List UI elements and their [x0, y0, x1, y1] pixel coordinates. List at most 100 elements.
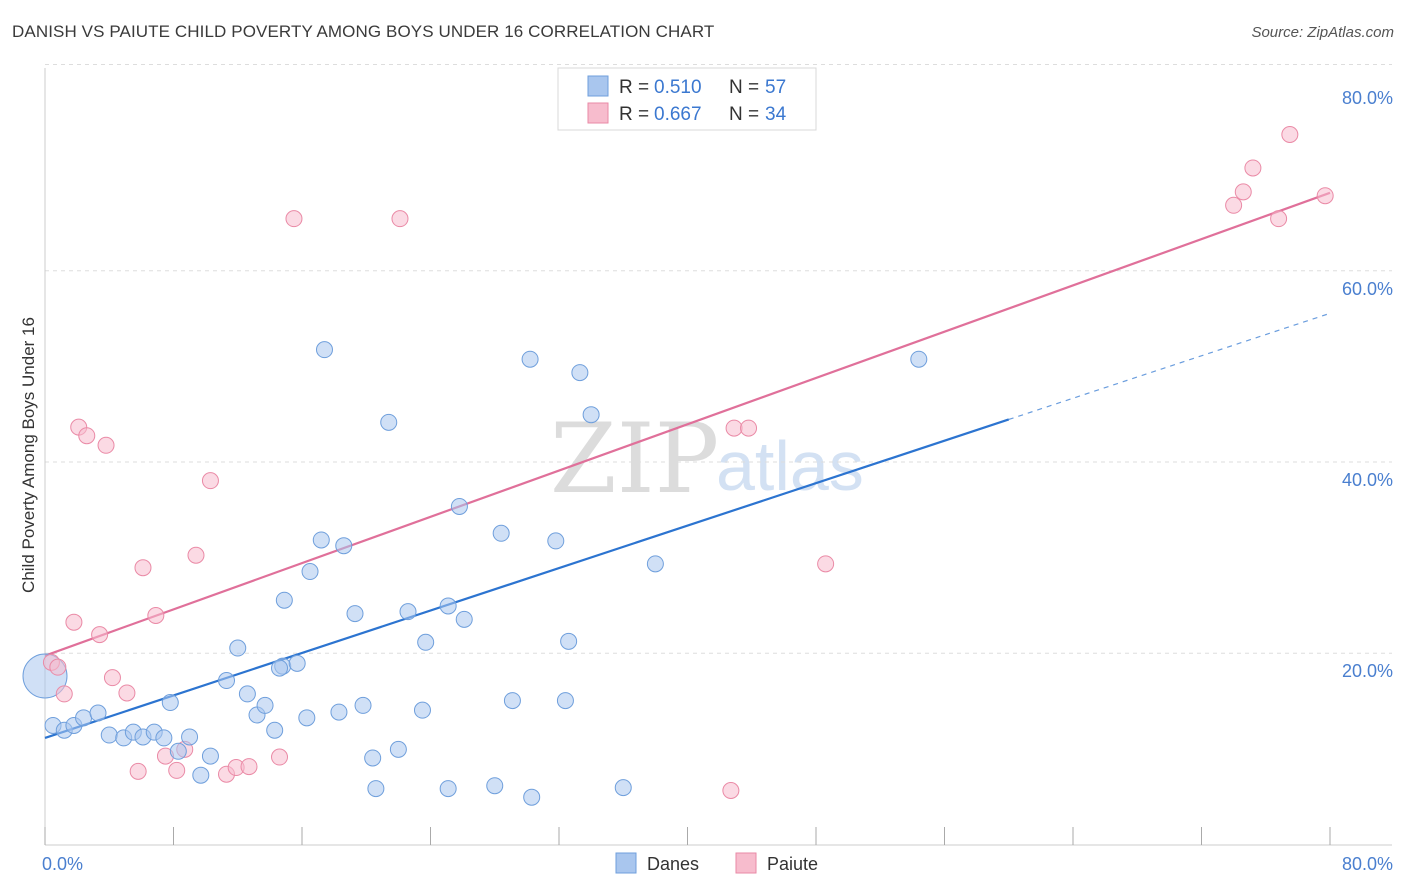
data-point-paiute	[65, 613, 83, 631]
data-point-paiute	[134, 559, 152, 577]
data-point-danes	[330, 703, 348, 721]
data-point-danes	[75, 709, 93, 727]
data-point-danes	[288, 654, 306, 672]
data-point-danes	[312, 531, 330, 549]
y-tick-label: 20.0%	[1342, 661, 1393, 681]
data-point-danes	[315, 341, 333, 359]
data-point-paiute	[1234, 183, 1252, 201]
data-point-danes	[439, 597, 457, 615]
data-point-danes	[556, 692, 574, 710]
data-point-danes	[399, 603, 417, 621]
data-point-paiute	[740, 419, 758, 437]
data-point-danes	[367, 780, 385, 798]
data-point-paiute	[78, 427, 96, 445]
data-point-paiute	[271, 748, 289, 766]
y-tick-label: 60.0%	[1342, 279, 1393, 299]
data-point-danes	[256, 696, 274, 714]
trendline-danes-extension	[1008, 312, 1331, 421]
chart-title: DANISH VS PAIUTE CHILD POVERTY AMONG BOY…	[12, 22, 715, 41]
data-point-danes	[301, 563, 319, 581]
data-point-danes	[238, 685, 256, 703]
data-point-danes	[181, 728, 199, 746]
bottom-legend-swatch-danes	[615, 852, 637, 874]
data-point-danes	[492, 524, 510, 542]
trendline-paiute	[44, 191, 1331, 657]
x-tick-label-min: 0.0%	[42, 854, 83, 874]
data-point-danes	[380, 413, 398, 431]
data-point-danes	[275, 591, 293, 609]
y-axis-label: Child Poverty Among Boys Under 16	[19, 317, 38, 593]
series-legend: Danes Paiute	[615, 852, 818, 874]
data-point-danes	[364, 749, 382, 767]
watermark-atlas: atlas	[716, 427, 864, 505]
y-tick-label: 40.0%	[1342, 470, 1393, 490]
data-point-danes	[218, 672, 236, 690]
y-tick-label: 80.0%	[1342, 88, 1393, 108]
data-point-danes	[266, 721, 284, 739]
data-point-paiute	[817, 555, 835, 573]
legend-n-label-paiute: N =	[729, 104, 759, 125]
data-point-paiute	[91, 626, 109, 644]
data-point-danes	[571, 364, 589, 382]
data-point-danes	[455, 610, 473, 628]
data-point-paiute	[725, 419, 743, 437]
data-point-paiute	[1270, 210, 1288, 228]
legend-n-value-paiute: 34	[765, 104, 787, 125]
data-point-danes	[646, 555, 664, 573]
tick-labels: 20.0% 40.0% 60.0% 80.0% 0.0% 80.0%	[42, 88, 1393, 874]
data-point-paiute	[147, 607, 165, 624]
data-point-paiute	[55, 685, 73, 703]
data-point-paiute	[722, 781, 740, 799]
axes	[44, 68, 1392, 846]
data-point-danes	[271, 659, 289, 677]
data-point-danes	[229, 639, 247, 657]
data-point-danes	[192, 766, 210, 784]
x-tick-label-max: 80.0%	[1342, 854, 1393, 874]
trend-lines	[44, 191, 1331, 739]
data-point-danes	[910, 350, 928, 368]
legend-n-label-danes: N =	[729, 77, 759, 98]
data-point-paiute	[1316, 187, 1334, 205]
data-point-danes	[417, 633, 435, 651]
data-point-danes	[523, 788, 541, 806]
data-point-paiute	[187, 546, 205, 564]
data-point-paiute	[201, 472, 219, 490]
data-point-danes	[169, 742, 187, 760]
data-point-danes	[89, 704, 107, 722]
data-point-danes	[100, 726, 118, 744]
legend-r-label-paiute: R =	[619, 104, 649, 125]
data-point-paiute	[118, 684, 136, 702]
trendline-danes	[44, 418, 1010, 739]
data-point-danes	[439, 780, 457, 798]
data-point-paiute	[168, 761, 186, 779]
watermark-zip: ZIP	[550, 403, 719, 515]
bottom-legend-label-danes: Danes	[647, 854, 699, 874]
data-point-paiute	[49, 658, 67, 676]
legend-swatch-paiute	[587, 102, 609, 124]
data-point-danes	[335, 537, 353, 555]
data-point-danes	[161, 694, 179, 712]
legend-n-value-danes: 57	[765, 77, 786, 98]
data-point-danes	[346, 605, 364, 623]
grid-lines	[45, 64, 1392, 654]
legend-swatch-danes	[587, 75, 609, 97]
data-point-danes	[486, 777, 504, 795]
data-point-paiute	[129, 762, 147, 780]
data-point-danes	[582, 406, 600, 424]
data-points	[22, 126, 1334, 806]
data-point-danes	[201, 747, 219, 765]
data-point-danes	[614, 779, 632, 797]
data-point-paiute	[1225, 196, 1243, 214]
data-point-paiute	[285, 210, 303, 228]
data-point-danes	[521, 350, 539, 368]
data-point-danes	[450, 497, 468, 515]
data-point-paiute	[1244, 159, 1262, 177]
data-point-paiute	[103, 669, 121, 687]
data-point-danes	[354, 696, 372, 714]
data-point-danes	[389, 740, 407, 758]
data-point-paiute	[391, 210, 409, 228]
data-point-danes	[413, 701, 431, 719]
correlation-legend: R = 0.510 N = 57 R = 0.667 N = 34	[557, 67, 817, 131]
data-point-paiute	[1281, 126, 1299, 144]
